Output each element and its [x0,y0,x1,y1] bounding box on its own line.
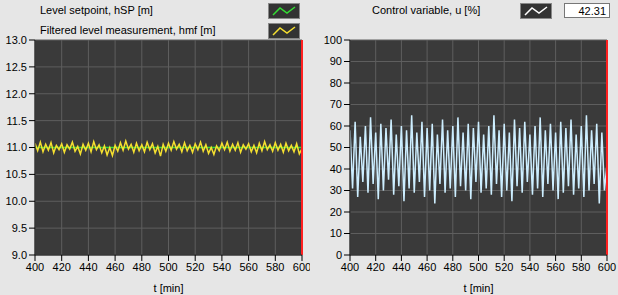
svg-text:460: 460 [418,261,436,273]
svg-text:540: 540 [521,261,539,273]
svg-text:460: 460 [106,261,124,273]
svg-text:20: 20 [330,206,342,218]
svg-text:560: 560 [239,261,257,273]
svg-text:40: 40 [330,163,342,175]
svg-text:t [min]: t [min] [464,282,494,294]
svg-text:60: 60 [330,120,342,132]
svg-text:100: 100 [324,34,342,46]
html-text:42.31: 42.31 [578,5,606,17]
svg-text:440: 440 [79,261,97,273]
svg-text:600: 600 [293,261,310,273]
svg-text:50: 50 [330,141,342,153]
svg-text:520: 520 [495,261,513,273]
html-text:Control variable, u [%]: Control variable, u [%] [372,4,481,16]
svg-text:12.5: 12.5 [8,61,27,73]
svg-text:500: 500 [469,261,487,273]
svg-text:12.0: 12.0 [8,88,27,100]
svg-text:400: 400 [341,261,359,273]
svg-text:10.5: 10.5 [8,168,27,180]
svg-text:560: 560 [546,261,564,273]
svg-text:580: 580 [266,261,284,273]
svg-text:420: 420 [53,261,71,273]
svg-text:9.0: 9.0 [12,249,27,261]
svg-text:80: 80 [330,77,342,89]
svg-text:480: 480 [133,261,151,273]
svg-text:90: 90 [330,55,342,67]
svg-text:440: 440 [392,261,410,273]
svg-text:70: 70 [330,98,342,110]
svg-text:400: 400 [26,261,44,273]
svg-text:t [min]: t [min] [154,282,184,294]
svg-text:600: 600 [598,261,610,273]
svg-text:480: 480 [444,261,462,273]
svg-text:11.0: 11.0 [8,141,27,153]
html-text:Level setpoint, hSP [m]: Level setpoint, hSP [m] [40,4,153,16]
svg-text:9.5: 9.5 [12,222,27,234]
html-text:Filtered level measurement, hm: Filtered level measurement, hmf [m] [40,24,216,36]
svg-text:500: 500 [159,261,177,273]
svg-text:30: 30 [330,184,342,196]
svg-text:540: 540 [213,261,231,273]
svg-text:580: 580 [572,261,590,273]
svg-text:10.0: 10.0 [8,195,27,207]
svg-text:420: 420 [367,261,385,273]
svg-text:13.0: 13.0 [8,34,27,46]
svg-text:520: 520 [186,261,204,273]
svg-text:11.5: 11.5 [8,115,27,127]
svg-text:10: 10 [330,227,342,239]
svg-text:0: 0 [336,249,342,261]
